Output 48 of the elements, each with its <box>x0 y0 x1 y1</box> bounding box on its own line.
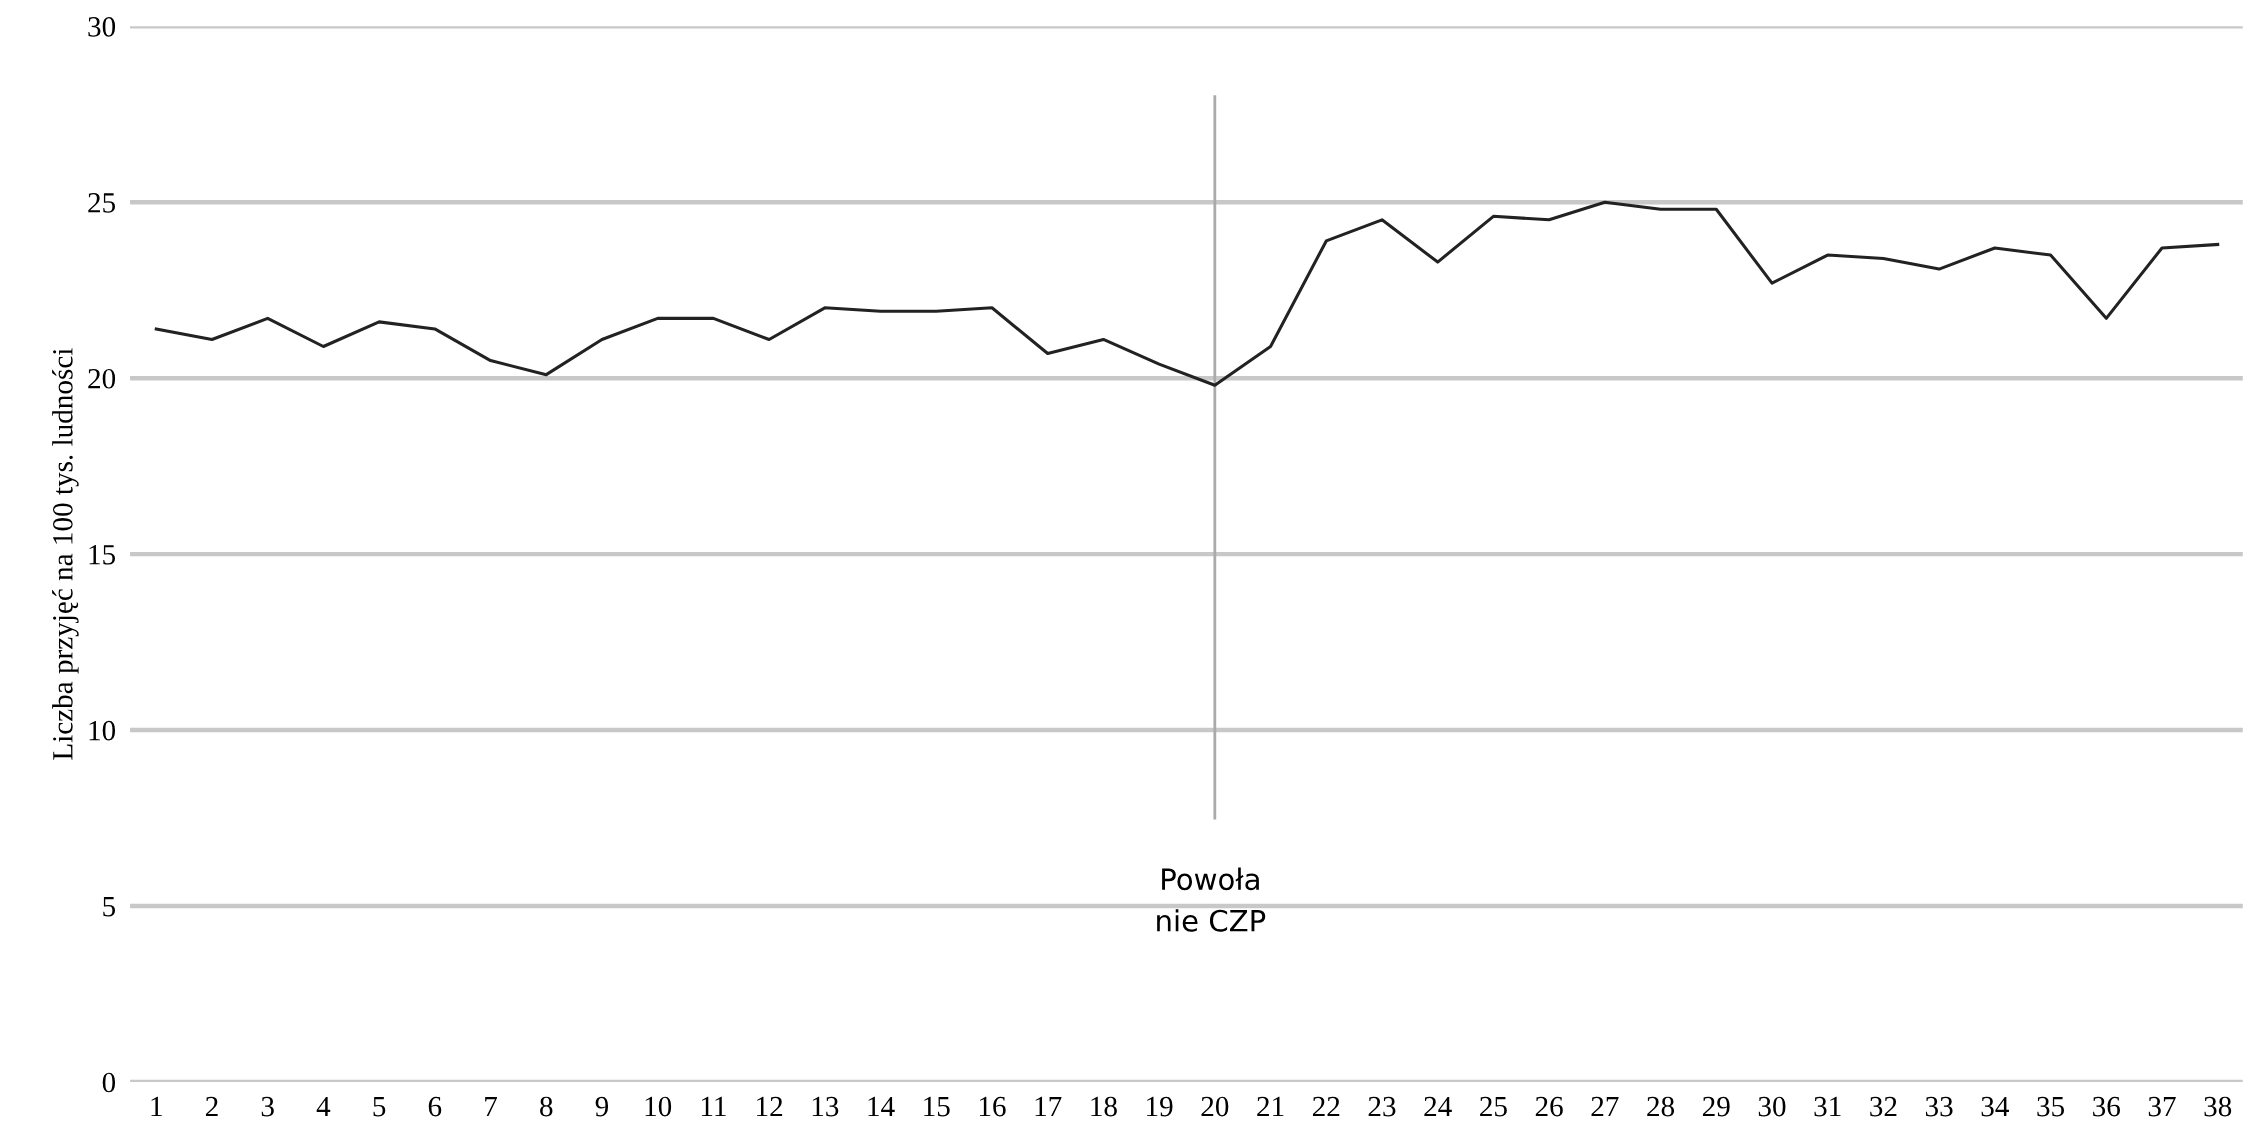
x-tick-label: 33 <box>1925 1096 1953 1117</box>
x-tick-label: 31 <box>1814 1096 1841 1117</box>
x-tick-label: 27 <box>1591 1096 1619 1117</box>
x-tick-label: 28 <box>1647 1096 1675 1117</box>
x-tick-label: 36 <box>2093 1096 2120 1117</box>
x-tick-label: 9 <box>595 1096 609 1117</box>
x-tick-label: 13 <box>812 1096 839 1117</box>
x-tick-label: 24 <box>1424 1096 1452 1117</box>
x-tick-label: 15 <box>924 1096 950 1117</box>
ref-line-label: Powoła nie CZP <box>1157 867 1266 932</box>
x-tick-label: 19 <box>1147 1096 1173 1117</box>
x-tick-label: 25 <box>1480 1096 1507 1117</box>
x-tick-label: 30 <box>1758 1096 1786 1117</box>
x-tick-label: 7 <box>485 1096 497 1117</box>
x-tick-label: 2 <box>205 1096 218 1117</box>
x-tick-label: 12 <box>757 1096 783 1117</box>
x-tick-label: 37 <box>2148 1096 2176 1117</box>
x-tick-label: 14 <box>868 1096 895 1117</box>
y-tick-label: 30 <box>88 17 116 37</box>
x-tick-label: 20 <box>1201 1096 1229 1117</box>
x-tick-label: 11 <box>701 1096 726 1117</box>
x-tick-label: 26 <box>1535 1096 1563 1117</box>
x-tick-label: 29 <box>1702 1096 1730 1117</box>
x-tick-label: 18 <box>1091 1096 1117 1117</box>
x-tick-label: 32 <box>1870 1096 1897 1117</box>
x-tick-label: 34 <box>1981 1096 2009 1117</box>
x-tick-label: 6 <box>428 1096 442 1117</box>
x-tick-label: 16 <box>979 1096 1006 1117</box>
x-tick-label: 1 <box>151 1096 162 1117</box>
x-tick-label: 38 <box>2204 1096 2232 1117</box>
y-tick-label: 20 <box>88 368 116 389</box>
y-tick-label: 25 <box>88 193 116 213</box>
x-tick-label: 35 <box>2037 1096 2064 1117</box>
y-axis-title: Liczba przyjęć na 100 tys. ludności <box>52 348 79 760</box>
x-tick-label: 17 <box>1035 1096 1062 1117</box>
y-tick-label: 5 <box>103 897 116 917</box>
x-tick-label: 5 <box>373 1096 386 1117</box>
line-series <box>154 200 2220 387</box>
x-tick-label: 4 <box>316 1096 331 1117</box>
x-tick-label: 3 <box>261 1096 274 1117</box>
y-tick-label: 10 <box>89 720 116 741</box>
x-tick-label: 8 <box>540 1096 553 1117</box>
y-tick-label: 15 <box>89 544 116 565</box>
x-tick-label: 22 <box>1312 1096 1340 1117</box>
x-tick-label: 21 <box>1257 1096 1284 1117</box>
y-tick-label: 0 <box>102 1072 116 1093</box>
x-tick-label: 10 <box>645 1096 672 1117</box>
x-tick-label: 23 <box>1368 1096 1396 1117</box>
